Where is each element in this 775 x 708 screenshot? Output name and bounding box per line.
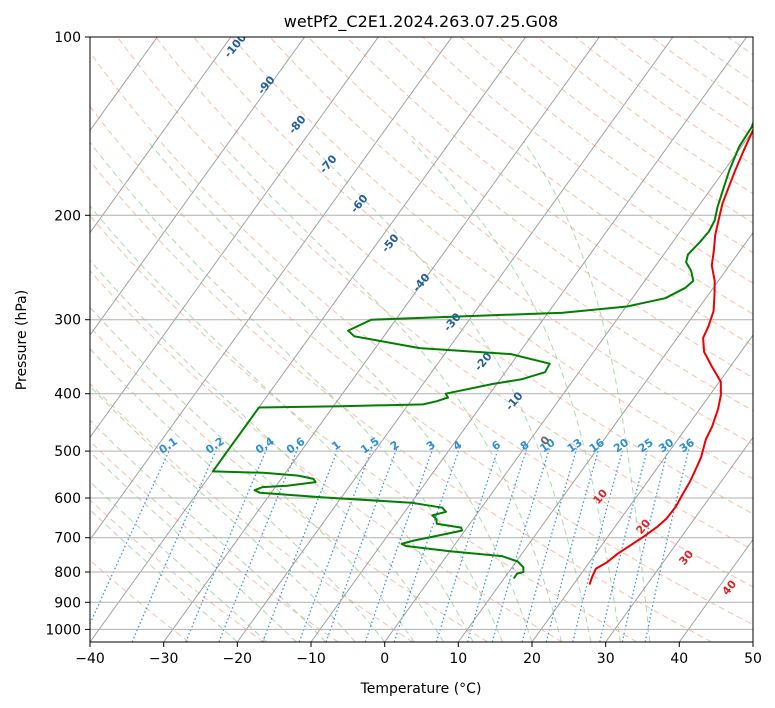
x-tick-label: 50 (744, 651, 762, 667)
mixing-ratio-line (521, 448, 578, 642)
isotherm-line (90, 37, 453, 541)
dry-adiabat-line (90, 382, 414, 642)
x-tick-label: −20 (223, 651, 253, 667)
mixing-ratio-line (491, 448, 551, 642)
mixing-ratio-line (435, 448, 499, 642)
mixing-ratio-line (185, 448, 268, 642)
isotherm-line (236, 37, 674, 642)
isotherm-line (605, 436, 753, 642)
x-tick-label: 40 (670, 651, 688, 667)
mixing-ratio-line (90, 448, 171, 626)
dry-adiabat-line (90, 214, 638, 642)
dry-adiabat-line (307, 37, 753, 379)
isotherm-line (90, 37, 379, 439)
isotherm-line (90, 37, 305, 336)
isotherm-line (457, 231, 753, 642)
dry-adiabat-line (116, 37, 753, 551)
dry-adiabat-line (421, 37, 753, 284)
y-tick-label: 800 (54, 565, 81, 581)
x-tick-label: −10 (296, 651, 326, 667)
isotherm-line (163, 37, 600, 642)
x-axis-title: Temperature (°C) (360, 681, 482, 697)
isotherm-line (310, 37, 747, 642)
isotherm-line (90, 37, 232, 234)
mixing-ratio-line (572, 448, 624, 642)
y-tick-label: 200 (54, 208, 81, 224)
dry-adiabat-line (90, 51, 753, 588)
dry-adiabat-line (154, 37, 753, 515)
mixing-ratio-line (218, 448, 299, 642)
isotherm-line (678, 538, 753, 642)
dry-adiabat-line (90, 270, 563, 642)
dry-adiabat-line (90, 105, 753, 626)
plot-frame (89, 36, 754, 643)
isotherm-line (90, 37, 526, 642)
dewpoint-profile-line (211, 120, 753, 579)
dry-adiabat-line (231, 37, 753, 445)
mixing-ratio-line (644, 448, 690, 642)
chart-title: wetPf2_C2E1.2024.263.07.25.G08 (284, 12, 558, 32)
x-tick-label: −40 (75, 651, 105, 667)
dry-adiabat-line (90, 499, 264, 642)
mixing-ratio-line (325, 448, 398, 642)
temperature-profile-line (588, 128, 753, 585)
dry-adiabat-line (90, 326, 488, 642)
y-tick-label: 500 (54, 444, 81, 460)
mixing-ratio-line (599, 448, 649, 642)
mixing-ratio-line (298, 448, 373, 642)
mixing-ratio-line (621, 448, 669, 642)
x-tick-label: 10 (449, 651, 467, 667)
mixing-ratio-line (364, 448, 434, 642)
y-tick-label: 900 (54, 595, 81, 611)
x-tick-label: 0 (380, 651, 389, 667)
mixing-ratio-line (545, 448, 600, 642)
y-axis-title: Pressure (hPa) (14, 290, 30, 390)
y-tick-label: 600 (54, 491, 81, 507)
x-tick-label: 30 (597, 651, 615, 667)
dry-adiabat-line (90, 160, 712, 642)
series-lines (211, 120, 753, 585)
y-tick-label: 700 (54, 531, 81, 547)
y-tick-label: 100 (54, 30, 81, 46)
x-tick-label: 20 (523, 651, 541, 667)
axis-ticks: −40 −30 −20 −10 0 10 20 30 40 50 100 200 300 400 500 60… (45, 30, 762, 667)
y-tick-label: 400 (54, 387, 81, 403)
isotherm-line (531, 334, 753, 642)
isotherm-line (384, 129, 753, 642)
y-tick-label: 1000 (45, 622, 81, 638)
y-tick-label: 300 (54, 313, 81, 329)
mixing-ratio-line (262, 448, 339, 642)
dry-adiabat-line (269, 37, 753, 412)
mixing-ratio-line (466, 448, 528, 642)
x-tick-label: −30 (149, 651, 179, 667)
